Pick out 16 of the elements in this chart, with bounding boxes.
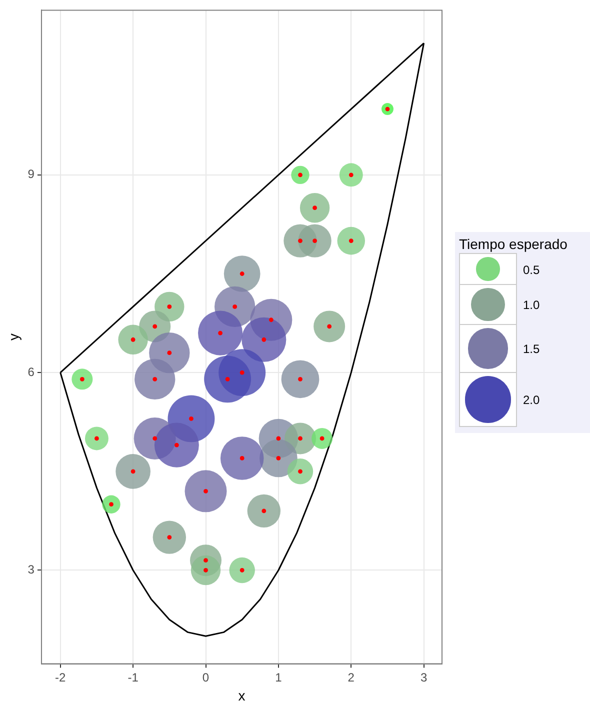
x-tick-label: 0 [202,670,210,684]
x-axis-title: x [238,687,246,704]
legend-label: 1.0 [523,298,540,312]
x-tick-label: -1 [128,670,139,684]
x-tick-label: 3 [420,670,428,684]
y-tick-label: 3 [28,562,35,577]
legend-label: 1.5 [523,342,540,356]
legend-label: 0.5 [523,262,540,276]
x-tick-label: 2 [348,670,355,684]
legend-title: Tiempo esperado [459,236,568,252]
y-tick-label: 9 [28,167,35,182]
x-tick-label: 1 [275,670,282,684]
legend-label: 2.0 [523,392,540,407]
y-tick-label: 6 [28,364,35,379]
y-axis-title: y [5,334,22,340]
x-tick-label: -2 [55,670,66,684]
